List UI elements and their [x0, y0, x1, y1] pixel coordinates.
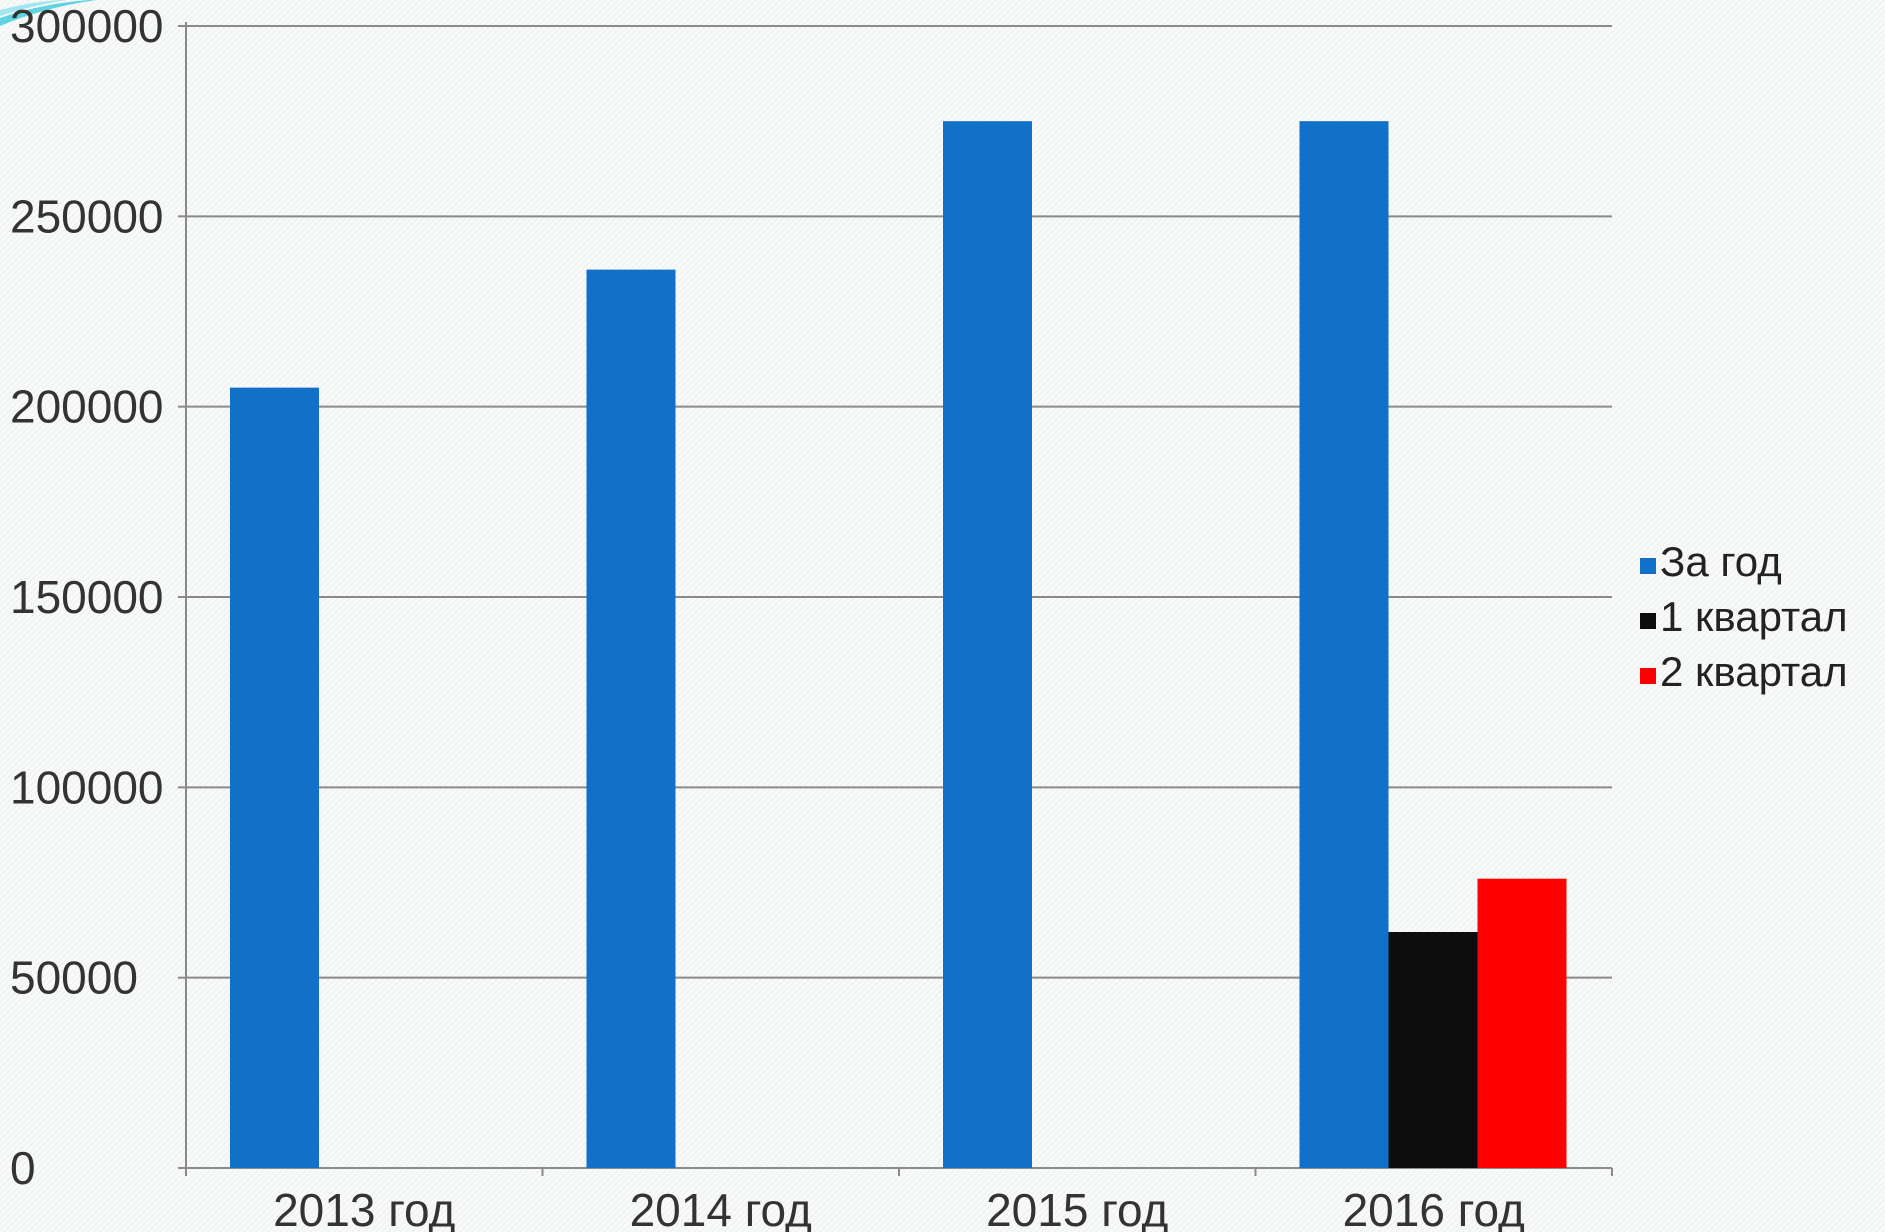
x-tick-label: 2013 год — [273, 1184, 455, 1232]
y-tick-label: 250000 — [10, 190, 164, 242]
legend-swatch — [1640, 558, 1656, 574]
legend-label: 1 квартал — [1660, 593, 1848, 640]
legend-swatch — [1640, 613, 1656, 629]
corner-swoosh-decoration — [0, 0, 96, 26]
x-tick-labels: 2013 год 2014 год 2015 год 2016 год — [273, 1184, 1525, 1232]
bars — [230, 121, 1567, 1169]
bar-1-1 — [230, 387, 319, 1169]
y-tick-label: 300000 — [10, 0, 164, 52]
x-tick-label: 2016 год — [1343, 1184, 1525, 1232]
bar-1-2 — [586, 269, 676, 1168]
y-tick-label: 200000 — [10, 381, 164, 433]
x-tick-label: 2015 год — [986, 1184, 1168, 1232]
bar-3-4 — [1477, 878, 1567, 1168]
bar-1-3 — [943, 121, 1032, 1169]
bar-2-4 — [1388, 931, 1478, 1168]
y-tick-label: 50000 — [10, 952, 138, 1004]
y-tick-label: 0 — [10, 1142, 36, 1194]
x-tick-label: 2014 год — [630, 1184, 812, 1232]
legend-label: 2 квартал — [1660, 648, 1848, 695]
legend-label: За год — [1660, 538, 1782, 585]
y-tick-label: 150000 — [10, 571, 164, 623]
legend-swatch — [1640, 668, 1656, 684]
y-tick-label: 100000 — [10, 761, 164, 813]
legend: За год 1 квартал 2 квартал — [1640, 538, 1848, 695]
y-tick-labels: 0 50000 100000 150000 200000 250000 300000 — [10, 0, 164, 1194]
bar-1-4 — [1299, 121, 1389, 1169]
